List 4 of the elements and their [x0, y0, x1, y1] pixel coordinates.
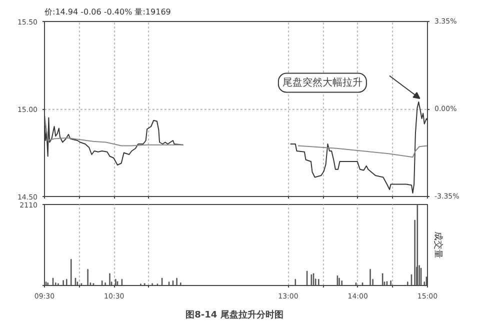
- annotation: 尾盘突然大幅拉升: [282, 76, 362, 88]
- caption: 图8-14 尾盘拉升分时图: [186, 310, 284, 320]
- chart-title: 价:14.94 -0.06 -0.40% 量:19169: [44, 8, 171, 16]
- y-axis-title: 成交量: [432, 232, 444, 258]
